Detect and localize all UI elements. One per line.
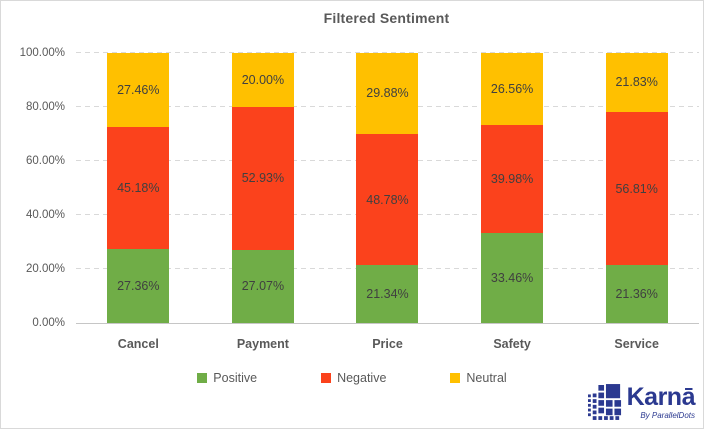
- y-axis-tick-label: 60.00%: [25, 155, 65, 167]
- bar-slot-payment: 27.07% 52.93% 20.00%: [201, 53, 326, 323]
- data-label: 29.88%: [366, 86, 409, 101]
- y-axis-tick-label: 40.00%: [25, 209, 65, 221]
- legend: Positive Negative Neutral: [1, 371, 703, 385]
- segment-negative: 52.93%: [231, 107, 294, 250]
- data-label: 39.98%: [490, 171, 534, 186]
- y-axis: 0.00% 20.00% 40.00% 60.00% 80.00% 100.00%: [1, 47, 71, 329]
- data-label: 48.78%: [366, 192, 409, 207]
- y-axis-tick-label: 100.00%: [19, 47, 65, 59]
- category-label-payment: Payment: [236, 337, 289, 351]
- data-label: 21.34%: [366, 287, 409, 302]
- segment-positive: 27.07%: [231, 249, 294, 323]
- legend-swatch-neutral: [450, 373, 461, 383]
- data-label: 21.83%: [615, 75, 658, 90]
- stacked-bar-payment: 27.07% 52.93% 20.00%: [231, 53, 294, 323]
- karna-logo: Karnā By ParallelDots: [587, 382, 696, 421]
- category-label-safety: Safety: [493, 337, 531, 351]
- segment-negative: 56.81%: [605, 111, 668, 266]
- legend-label: Positive: [213, 371, 258, 385]
- legend-item-positive: Positive: [197, 371, 257, 385]
- bar-slot-cancel: 27.36% 45.18% 27.46%: [76, 53, 201, 323]
- karna-logo-icon: [587, 384, 621, 420]
- y-axis-tick-label: 20.00%: [25, 263, 65, 275]
- segment-negative: 48.78%: [356, 133, 419, 266]
- data-label: 20.00%: [241, 73, 285, 88]
- brand-tagline: By ParallelDots: [640, 410, 695, 420]
- segment-neutral: 27.46%: [107, 53, 170, 128]
- y-axis-tick-label: 0.00%: [32, 317, 65, 329]
- stacked-bar-cancel: 27.36% 45.18% 27.46%: [107, 53, 170, 323]
- plot-area: 27.36% 45.18% 27.46% 27.07% 52.93% 20.00% 21.3…: [76, 52, 699, 324]
- stacked-bar-service: 21.36% 56.81% 21.83%: [605, 53, 668, 323]
- stacked-bar-price: 21.34% 48.78% 29.88%: [356, 53, 419, 323]
- category-label-service: Service: [614, 337, 659, 351]
- data-label: 52.93%: [241, 171, 285, 186]
- segment-positive: 33.46%: [481, 232, 544, 323]
- data-label: 26.56%: [490, 81, 534, 96]
- data-label: 27.36%: [117, 279, 160, 294]
- karna-logo-text: Karnā By ParallelDots: [626, 382, 696, 420]
- data-label: 45.18%: [117, 181, 160, 196]
- segment-negative: 39.98%: [481, 124, 544, 233]
- segment-positive: 27.36%: [107, 249, 170, 323]
- category-label-cancel: Cancel: [117, 337, 159, 351]
- bar-slot-service: 21.36% 56.81% 21.83%: [574, 53, 699, 323]
- legend-swatch-positive: [197, 373, 208, 383]
- segment-positive: 21.36%: [605, 265, 668, 323]
- category-axis: Cancel Payment Price Safety Service: [76, 337, 699, 351]
- bar-slot-safety: 33.46% 39.98% 26.56%: [450, 53, 575, 323]
- segment-neutral: 29.88%: [356, 53, 419, 134]
- legend-item-negative: Negative: [321, 371, 386, 385]
- segment-neutral: 20.00%: [231, 53, 294, 108]
- data-label: 21.36%: [615, 287, 658, 302]
- legend-swatch-negative: [321, 373, 332, 383]
- bar-slot-price: 21.34% 48.78% 29.88%: [325, 53, 450, 323]
- legend-item-neutral: Neutral: [450, 371, 507, 385]
- segment-positive: 21.34%: [356, 265, 419, 323]
- bars-row: 27.36% 45.18% 27.46% 27.07% 52.93% 20.00% 21.3…: [76, 53, 699, 323]
- segment-negative: 45.18%: [107, 127, 170, 250]
- legend-label: Neutral: [466, 371, 507, 385]
- data-label: 33.46%: [490, 270, 534, 285]
- y-axis-tick-label: 80.00%: [25, 101, 65, 113]
- segment-neutral: 26.56%: [481, 53, 544, 125]
- gridline: [76, 52, 699, 53]
- stacked-bar-safety: 33.46% 39.98% 26.56%: [481, 53, 544, 323]
- brand-name: Karnā: [626, 382, 696, 411]
- segment-neutral: 21.83%: [605, 53, 668, 112]
- data-label: 27.46%: [117, 83, 160, 98]
- legend-label: Negative: [337, 371, 387, 385]
- category-label-price: Price: [372, 337, 403, 351]
- chart-title: Filtered Sentiment: [323, 10, 450, 26]
- data-label: 27.07%: [241, 279, 285, 294]
- data-label: 56.81%: [615, 181, 658, 196]
